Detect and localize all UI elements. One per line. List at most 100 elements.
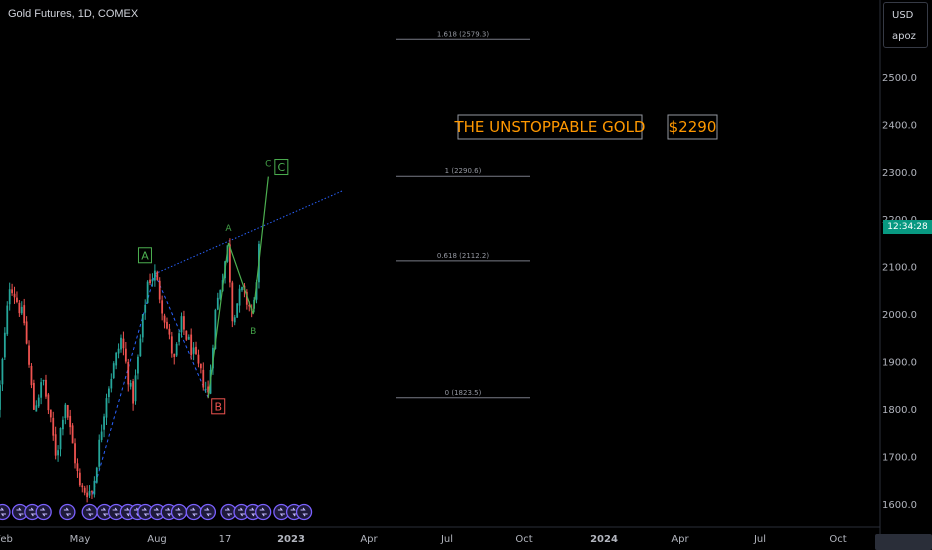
event-marker[interactable] [185,503,202,521]
candle-up [146,281,149,304]
candle-down [170,336,173,354]
candle-down [245,291,248,305]
candle-up [0,385,1,410]
event-marker[interactable] [295,503,313,521]
candle-down [91,491,93,493]
candle-up [178,333,180,342]
candle-up [64,404,67,419]
event-marker-icon [63,507,71,517]
fib-levels-layer: 0 (1823.5) 0.618 (2112.2) 1 (2290.6) 1.618 … [396,30,530,399]
candle-up [117,348,120,354]
candle-up [62,419,64,430]
candle-down [78,472,81,486]
candle-down [11,289,13,294]
wave-c-box-label: C [277,161,285,174]
candle-down [76,463,79,471]
event-marker-icon [153,507,161,517]
dotted-lines-layer [91,190,343,495]
candle-up [37,397,40,407]
target-box [667,114,718,140]
price-tick-label: 1800.0 [882,405,917,416]
event-marker-icon [165,507,173,517]
candle-down [45,379,47,397]
trend-line [154,190,343,275]
time-tick-label: Feb [0,534,13,545]
candle-down [183,316,185,330]
candle-up [93,480,96,495]
candle-up [137,356,139,374]
event-marker[interactable] [0,503,11,521]
candle-down [173,353,176,357]
author-label: apoz [892,31,916,42]
candle-up [3,332,6,358]
time-tick-label: Aug [147,534,167,545]
event-marker[interactable] [199,503,217,521]
headline-banner: THE UNSTOPPABLE GOLD $2290 [453,114,718,140]
corrective-label-b: B [214,400,222,413]
candle-up [180,316,183,333]
currency-label: USD [892,10,914,21]
event-marker-icon [28,507,36,517]
wave-label-b: B [250,327,256,337]
headline-box [457,114,643,140]
event-marker[interactable] [170,503,188,521]
event-marker-circle [170,503,188,521]
candle-up [57,450,59,456]
currency-selector[interactable]: USD apoz [883,2,928,48]
candle-down [166,321,168,329]
event-marker-icon [175,507,183,517]
event-marker-circle [255,503,272,521]
candle-down [23,305,26,324]
candle-down [248,304,251,307]
event-marker[interactable] [35,503,52,521]
candle-down [74,443,76,464]
price-axis[interactable]: 1500.01600.01700.01800.01900.02000.02100… [879,0,932,550]
candle-up [98,439,101,467]
event-marker-icon [249,507,257,517]
candle-down [83,487,86,493]
candle-down [81,485,84,488]
dotted-impulse-line [91,273,156,495]
candle-up [88,491,91,496]
event-marker[interactable] [11,503,29,521]
candle-up [151,279,154,282]
event-marker-icon [238,507,246,517]
candle-down [30,365,33,386]
event-marker-icon [40,507,48,517]
candle-up [216,297,219,310]
event-marker[interactable] [59,503,76,521]
candle-down [13,293,16,298]
event-marker-icon [259,507,267,517]
time-axis[interactable]: Feb May Aug 17 2023 Apr Jul Oct 2024 Apr Jul Oct [0,526,880,545]
candle-down [69,415,72,428]
candle-down [66,404,69,418]
candle-down [32,382,35,410]
scale-settings-tag[interactable] [875,534,932,550]
event-marker[interactable] [255,503,272,521]
candle-down [195,346,197,354]
candle-down [156,271,159,281]
target-text: $2290 [669,118,717,136]
event-marker[interactable] [137,503,154,521]
candle-up [139,338,142,357]
event-marker-icon [277,507,285,517]
candle-up [35,405,38,412]
wave-label-c: C [265,160,271,170]
candle-down [229,244,231,283]
time-tick-label: Jul [753,534,766,545]
candle-up [144,304,147,313]
event-marker[interactable] [81,503,98,521]
price-tick-label: 2300.0 [882,168,917,179]
wave-label-a: A [225,224,232,234]
price-tick-label: 2400.0 [882,120,917,131]
time-tick-label: Jul [440,534,453,545]
candle-up [103,416,105,430]
candle-down [124,348,127,362]
event-markers-layer[interactable] [0,503,313,521]
event-marker-circle [81,503,98,521]
candle-down [190,334,193,356]
event-marker-icon [224,507,232,517]
time-tick-label: 2024 [590,534,618,545]
fib-level-label: 0.618 (2112.2) [437,252,489,260]
